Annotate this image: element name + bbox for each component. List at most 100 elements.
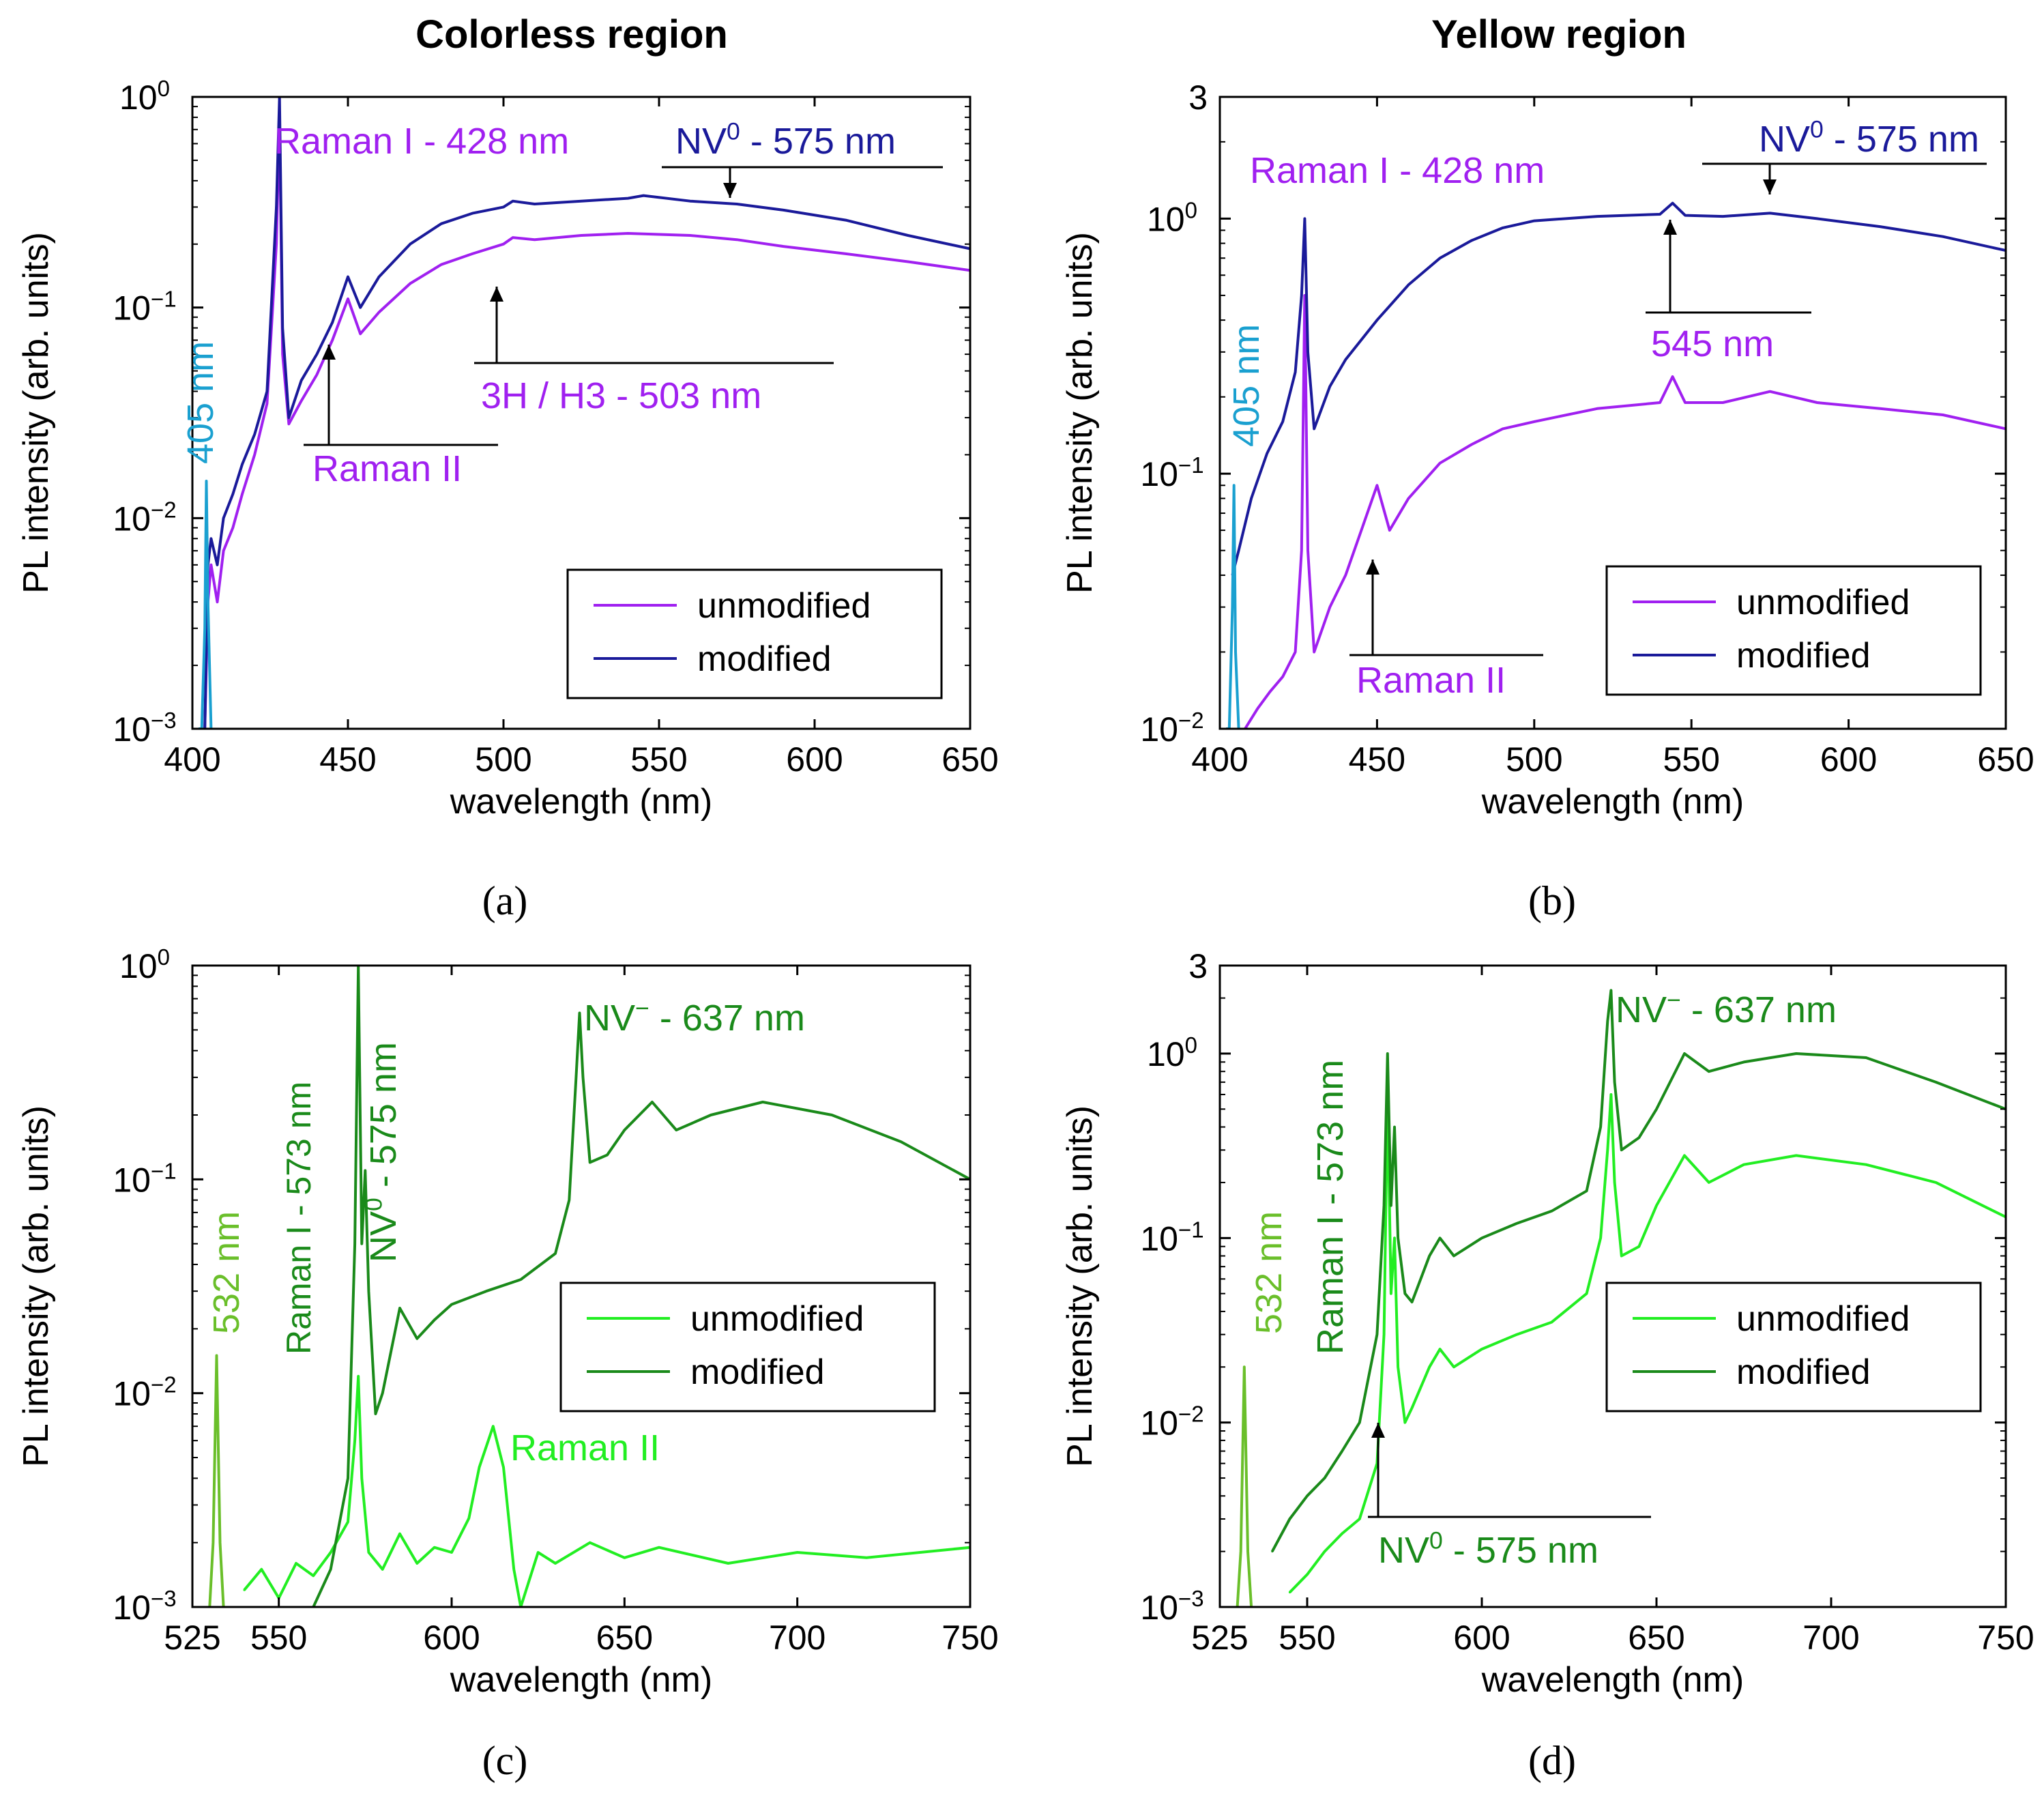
data-point-modified	[512, 200, 514, 203]
x-tick-label: 650	[596, 1619, 653, 1657]
annotation-arrowhead	[1763, 179, 1777, 194]
data-point-modified	[1816, 217, 1818, 220]
data-point-modified	[1480, 1236, 1483, 1239]
data-point-unmodified	[360, 1477, 363, 1479]
data-point-unmodified	[1671, 375, 1674, 378]
data-point-modified	[1708, 1070, 1710, 1073]
y-axis-label: PL intensity (arb. units)	[16, 232, 56, 594]
x-axis-label: wavelength (nm)	[450, 782, 712, 822]
series-line-532-nm	[1236, 1365, 1253, 1607]
data-point-modified	[1439, 1236, 1442, 1239]
data-point-modified	[485, 1290, 488, 1292]
data-point-modified	[1550, 1210, 1553, 1213]
data-point-unmodified	[1879, 407, 1882, 410]
legend-label-unmodified: unmodified	[690, 1299, 864, 1339]
data-point-unmodified	[1533, 420, 1536, 423]
data-point-unmodified	[1609, 1093, 1612, 1096]
data-point-unmodified	[1393, 1236, 1396, 1239]
data-point-unmodified	[1411, 1406, 1414, 1409]
y-tick-label: 10−1	[1140, 1217, 1203, 1258]
x-tick-label: 500	[1506, 740, 1562, 779]
data-point-unmodified	[554, 1562, 557, 1565]
data-point-modified	[568, 1199, 570, 1202]
data-point-modified	[222, 517, 225, 519]
data-point-unmodified	[907, 261, 909, 263]
data-point-unmodified	[1620, 1255, 1623, 1257]
data-point-unmodified	[1269, 690, 1272, 693]
x-tick-label: 600	[1820, 740, 1877, 779]
data-point-unmodified	[353, 1439, 356, 1442]
data-point-unmodified	[440, 263, 443, 266]
data-point-modified	[1742, 1060, 1745, 1063]
data-point-modified	[782, 209, 785, 212]
data-point-modified	[287, 416, 290, 419]
data-point-unmodified	[689, 234, 692, 237]
x-tick-label: 450	[319, 740, 376, 779]
annotation-label: 405 nm	[180, 341, 221, 464]
annotation-label-sup: −	[1667, 986, 1681, 1013]
y-axis-label: PL intensity (arb. units)	[16, 1105, 56, 1467]
data-point-modified	[1341, 1450, 1343, 1452]
y-tick-label-base: 10	[1140, 1589, 1178, 1627]
data-point-modified	[689, 200, 692, 203]
data-point-modified	[1411, 1301, 1414, 1303]
y-tick-label: 10−3	[113, 708, 176, 749]
data-point-modified	[471, 212, 473, 215]
data-point-modified	[623, 1129, 626, 1131]
data-point-modified	[433, 1318, 436, 1321]
y-tick-label-sup: −2	[151, 1372, 177, 1397]
annotation-arrowhead	[322, 345, 336, 360]
annotation-label-sup: 0	[360, 1198, 387, 1211]
data-point-modified	[300, 379, 303, 382]
y-tick-label-sup: 0	[1185, 197, 1197, 222]
series-line-532-nm	[208, 1354, 225, 1607]
data-point-unmodified	[1281, 676, 1284, 678]
data-point-unmodified	[1480, 1348, 1483, 1350]
data-point-modified	[1515, 1222, 1518, 1225]
data-point-modified	[582, 1076, 584, 1079]
data-point-unmodified	[1383, 1333, 1386, 1336]
data-point-unmodified	[1935, 1181, 1938, 1184]
data-point-modified	[1403, 1292, 1406, 1295]
data-point-modified	[360, 1243, 363, 1245]
data-point-unmodified	[398, 1533, 401, 1535]
data-point-modified	[1614, 1081, 1616, 1084]
x-tick-label: 550	[630, 740, 687, 779]
data-point-405-nm	[1234, 651, 1237, 653]
data-point-modified	[589, 1161, 592, 1163]
y-tick-label: 3	[1188, 78, 1208, 117]
data-point-modified	[1288, 1518, 1291, 1520]
y-tick-label-base: 10	[113, 289, 151, 328]
data-point-modified	[347, 1477, 349, 1479]
data-point-modified	[1502, 227, 1504, 229]
data-point-unmodified	[1306, 549, 1309, 552]
data-point-modified	[1303, 217, 1306, 220]
data-point-405-nm	[1233, 484, 1236, 487]
data-point-modified	[1470, 240, 1473, 242]
annotation-label: NV0 - 575 nm	[1759, 115, 1979, 160]
annotation-arrowhead	[490, 287, 503, 302]
data-point-modified	[1586, 1189, 1588, 1192]
data-point-unmodified	[512, 236, 514, 239]
panel-caption: (b)	[1528, 878, 1576, 923]
data-point-532-nm	[216, 1355, 218, 1357]
y-tick-label-base: 10	[113, 499, 151, 538]
data-point-unmodified	[478, 1466, 480, 1468]
x-tick-label: 650	[1628, 1619, 1684, 1657]
y-tick-label-base: 10	[113, 710, 151, 749]
annotation-label-tail: - 575 nm	[740, 121, 896, 162]
data-point-modified	[1452, 1255, 1455, 1257]
data-point-modified	[1344, 358, 1347, 361]
annotation-label: NV0 - 575 nm	[675, 117, 896, 162]
data-point-modified	[1599, 1126, 1602, 1129]
plot-frame	[1218, 964, 2007, 1608]
data-point-modified	[1637, 1136, 1640, 1139]
data-point-unmodified	[260, 1568, 263, 1571]
data-point-unmodified	[1470, 444, 1473, 446]
data-point-unmodified	[1390, 1292, 1392, 1295]
data-point-unmodified	[1683, 1154, 1686, 1157]
data-point-modified	[1271, 1550, 1274, 1553]
data-point-unmodified	[231, 527, 234, 529]
y-tick-label-base: 10	[119, 78, 158, 117]
data-point-modified	[241, 463, 244, 465]
